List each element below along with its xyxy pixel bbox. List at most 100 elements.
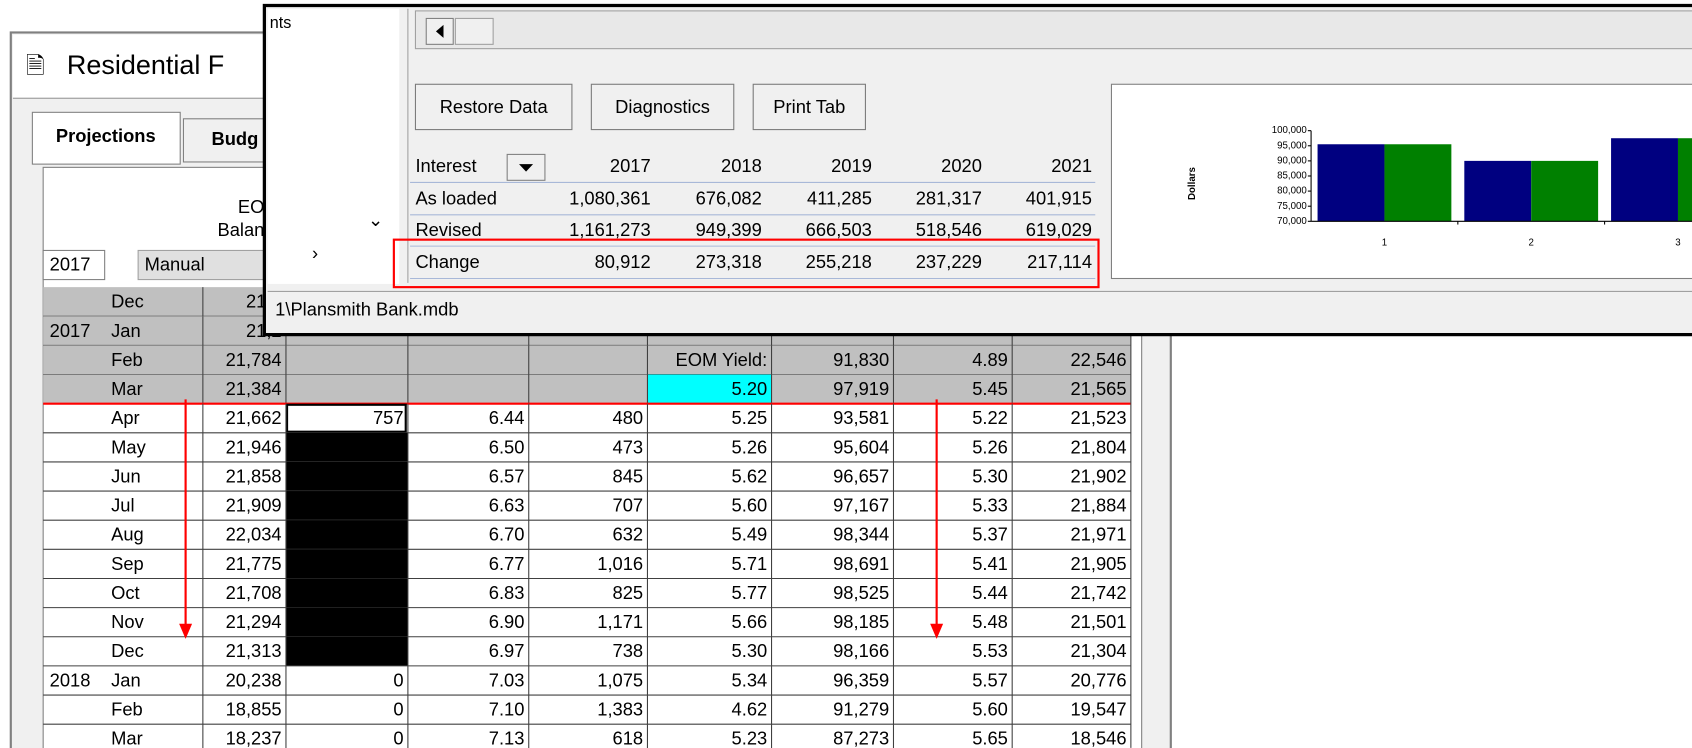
cell-text: 91,830 bbox=[833, 349, 889, 370]
cell-text: 21,905 bbox=[1070, 553, 1126, 574]
front-window: nts ⌄ › Restore Data Diagnostics Print Tab Int… bbox=[262, 3, 1692, 337]
table-cell: 80,912 bbox=[595, 251, 651, 272]
x-tick-label: 1 bbox=[1382, 237, 1387, 248]
table-cell: 949,399 bbox=[696, 219, 762, 240]
cell-text: 4.62 bbox=[732, 699, 768, 720]
cell-text: 21,523 bbox=[1070, 407, 1126, 428]
cell-text: 5.71 bbox=[732, 553, 768, 574]
cell-text: 97,919 bbox=[833, 378, 889, 399]
table-cell: 411,285 bbox=[807, 188, 872, 209]
cell-text: 20,776 bbox=[1070, 669, 1126, 690]
cell-text: 757 bbox=[373, 495, 404, 516]
cell-text: 5.26 bbox=[732, 436, 768, 457]
cell-fill bbox=[285, 549, 408, 579]
table-cell: As loaded bbox=[415, 188, 497, 209]
h-scrollbar[interactable] bbox=[414, 10, 1692, 50]
cell-text: Mar bbox=[111, 728, 143, 748]
table-cell: 518,546 bbox=[916, 219, 982, 240]
button-label: Diagnostics bbox=[615, 96, 710, 117]
highlight-box bbox=[392, 238, 1100, 289]
y-tick-label: 95,000 bbox=[1277, 140, 1307, 151]
bar bbox=[1384, 144, 1452, 222]
cell-text: Feb bbox=[111, 699, 143, 720]
cell-fill bbox=[285, 636, 408, 666]
cell-text: 22,546 bbox=[1070, 349, 1126, 370]
year-text: 2017 bbox=[50, 253, 91, 274]
cell-text: 5.26 bbox=[972, 436, 1008, 457]
button-label: Print Tab bbox=[773, 96, 845, 117]
y-tick-label: 85,000 bbox=[1277, 171, 1307, 182]
cell-text: 5.30 bbox=[732, 640, 768, 661]
cell-text: 91,279 bbox=[833, 699, 889, 720]
cell-text: 5.37 bbox=[972, 524, 1008, 545]
cell-text: 6.50 bbox=[489, 436, 525, 457]
y-tick-label: 100,000 bbox=[1272, 125, 1308, 136]
cell-text: 757 bbox=[373, 524, 404, 545]
cell-text: 1,016 bbox=[597, 553, 643, 574]
table-cell: 2017 bbox=[610, 155, 651, 176]
cell-text: 95,604 bbox=[833, 436, 889, 457]
cell-text: 5.33 bbox=[972, 495, 1008, 516]
cell-text: 6.44 bbox=[489, 407, 525, 428]
x-tick-label: 3 bbox=[1675, 237, 1680, 248]
button[interactable] bbox=[414, 83, 573, 131]
mode-button[interactable] bbox=[137, 249, 279, 281]
year-box[interactable] bbox=[42, 249, 106, 281]
cell-text: 473 bbox=[613, 436, 644, 457]
cell-text: 21,858 bbox=[226, 465, 282, 486]
cell-text: Dec bbox=[111, 291, 144, 312]
cell-text: 5.34 bbox=[732, 669, 768, 690]
cell-text: 4.89 bbox=[972, 349, 1008, 370]
y-tick-label: 75,000 bbox=[1277, 201, 1307, 212]
cell-text: 5.48 bbox=[972, 611, 1008, 632]
tab-label: Projections bbox=[56, 125, 156, 146]
cell-text: 98,166 bbox=[833, 640, 889, 661]
cell-selected[interactable] bbox=[285, 403, 407, 433]
cell-text: 845 bbox=[613, 465, 644, 486]
scroll-thumb[interactable] bbox=[454, 17, 494, 45]
mode-text: Manual bbox=[145, 253, 205, 274]
cell-text: 21,304 bbox=[1070, 640, 1126, 661]
cell-text: 96,657 bbox=[833, 465, 889, 486]
header-text: Balan bbox=[217, 219, 264, 240]
cell-text: Jan bbox=[111, 320, 141, 341]
cell-text: 757 bbox=[373, 640, 404, 661]
cell-text: 19,547 bbox=[1070, 699, 1126, 720]
x-tick-label: 2 bbox=[1529, 237, 1534, 248]
cell-text: 0 bbox=[393, 728, 403, 748]
cell-text: 2018 bbox=[50, 669, 91, 690]
chevron-down[interactable]: ⌄ bbox=[368, 209, 383, 230]
cell-text: 707 bbox=[613, 495, 644, 516]
doc-icon: 🗎 bbox=[26, 52, 45, 79]
cell-text: 5.22 bbox=[972, 407, 1008, 428]
button[interactable] bbox=[590, 83, 735, 131]
cell-text: 21,804 bbox=[1070, 436, 1126, 457]
cell-text: Jul bbox=[111, 495, 134, 516]
chevron-right[interactable]: › bbox=[312, 243, 318, 264]
button[interactable] bbox=[752, 83, 866, 131]
cell-text: 6.70 bbox=[489, 524, 525, 545]
cell-text: 21,313 bbox=[226, 640, 282, 661]
row-shade bbox=[43, 345, 1131, 375]
cell-text: 5.62 bbox=[732, 465, 768, 486]
cell-text: 825 bbox=[613, 582, 644, 603]
cell-text: 5.66 bbox=[732, 611, 768, 632]
bar bbox=[1317, 144, 1385, 222]
cell-fill bbox=[647, 374, 772, 404]
bar bbox=[1531, 160, 1599, 222]
cell-text: 632 bbox=[613, 524, 644, 545]
y-tick-label: 70,000 bbox=[1277, 216, 1307, 227]
cell-text: May bbox=[111, 436, 146, 457]
tab[interactable] bbox=[31, 111, 181, 165]
cell-text: 5.45 bbox=[972, 378, 1008, 399]
cell-fill bbox=[285, 432, 408, 462]
cell-text: 480 bbox=[613, 407, 644, 428]
cell-text: Oct bbox=[111, 582, 140, 603]
cell-text: 5.44 bbox=[972, 582, 1008, 603]
cell-text: 18,237 bbox=[226, 728, 282, 748]
cell-text: 6.90 bbox=[489, 611, 525, 632]
cell-text: 21,775 bbox=[226, 553, 282, 574]
cell-text: Jan bbox=[111, 669, 141, 690]
cell-text: Aug bbox=[111, 524, 144, 545]
cell-text: 21,384 bbox=[226, 378, 282, 399]
